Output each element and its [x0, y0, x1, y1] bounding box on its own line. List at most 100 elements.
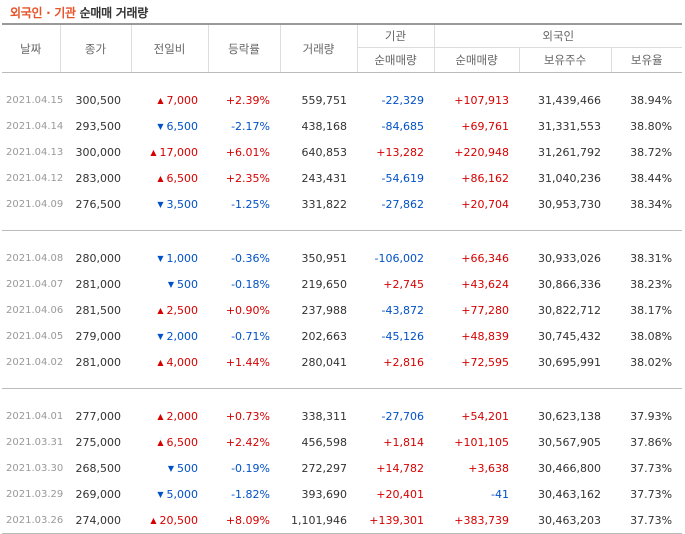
- cell-date: 2021.04.13: [6, 146, 64, 158]
- cell-holdings: 30,866,336: [538, 277, 601, 291]
- cell-holdings: 30,623,138: [538, 409, 601, 423]
- cell-holdings: 30,463,203: [519, 507, 611, 534]
- cell-close: 275,000: [75, 435, 122, 449]
- change-value: 7,000: [166, 93, 199, 107]
- cell-volume: 350,951: [301, 251, 348, 265]
- cell-change: ▲ 4,000: [131, 349, 208, 375]
- cell-inst-net: -27,706: [381, 409, 424, 423]
- cell-rate: -2.17%: [231, 119, 270, 133]
- cell-change: ▲ 7,000: [131, 87, 208, 113]
- col-header-foreign-net: 순매매량: [433, 47, 519, 73]
- cell-inst-net: -54,619: [381, 171, 424, 185]
- triangle-up-icon: ▲: [157, 173, 164, 183]
- cell-volume: 456,598: [301, 435, 348, 449]
- cell-inst-net: +1,814: [383, 435, 424, 449]
- cell-holdings: 30,745,432: [538, 329, 601, 343]
- cell-foreign-net: +43,624: [461, 277, 509, 291]
- table-row: 2021.03.31 275,000 ▲ 6,500 +2.42% 456,598 +1,8…: [2, 429, 682, 455]
- cell-foreign-net: +69,761: [461, 119, 509, 133]
- triangle-down-icon: ▼: [157, 121, 164, 131]
- triangle-down-icon: ▼: [157, 331, 164, 341]
- cell-change: ▼ 500: [131, 271, 208, 297]
- cell-holdings: 30,822,712: [538, 303, 601, 317]
- col-header-rate: 등락률: [207, 23, 280, 73]
- cell-change: ▼ 1,000: [131, 245, 208, 271]
- group-separator: [2, 217, 683, 231]
- table-row: 2021.04.12 283,000 ▲ 6,500 +2.35% 243,431 -54,…: [2, 165, 682, 191]
- cell-date: 2021.03.31: [6, 436, 64, 448]
- cell-volume: 219,650: [301, 277, 348, 291]
- table-row: 2021.04.06 281,500 ▲ 2,500 +0.90% 237,988 -43,…: [2, 297, 682, 323]
- cell-rate: +2.35%: [225, 171, 270, 185]
- cell-inst-net: -22,329: [381, 93, 424, 107]
- group-header-institution: 기관: [356, 23, 434, 48]
- cell-foreign-net: +3,638: [468, 461, 509, 475]
- title-foreign: 외국인: [10, 6, 43, 20]
- triangle-up-icon: ▲: [157, 357, 164, 367]
- cell-volume: 237,988: [301, 303, 348, 317]
- cell-inst-net: +2,745: [383, 277, 424, 291]
- cell-rate: -1.25%: [231, 197, 270, 211]
- cell-foreign-net: +86,162: [461, 171, 509, 185]
- triangle-down-icon: ▼: [167, 463, 174, 473]
- change-value: 20,500: [159, 513, 199, 527]
- cell-holdings: 30,933,026: [538, 251, 601, 265]
- group-header-foreign: 외국인: [433, 23, 683, 48]
- cell-date: 2021.04.12: [6, 172, 64, 184]
- cell-volume: 559,751: [301, 93, 348, 107]
- cell-rate: -0.36%: [231, 251, 270, 265]
- cell-volume: 202,663: [301, 329, 348, 343]
- col-header-date: 날짜: [2, 23, 60, 73]
- section-title: 외국인 · 기관 순매매 거래량: [10, 4, 148, 21]
- cell-hold-ratio: 38.72%: [630, 145, 673, 159]
- cell-hold-ratio: 38.94%: [630, 93, 673, 107]
- cell-holdings: 30,466,800: [538, 461, 601, 475]
- cell-close: 300,500: [75, 93, 122, 107]
- cell-change: ▼ 6,500: [131, 113, 208, 139]
- cell-volume: 280,041: [301, 355, 348, 369]
- spacer-row: [2, 73, 682, 88]
- cell-close: 293,500: [75, 119, 122, 133]
- change-value: 6,500: [166, 435, 199, 449]
- table-row: 2021.04.07 281,000 ▼ 500 -0.18% 219,650 +2,745…: [2, 271, 682, 297]
- cell-inst-net: +14,782: [376, 461, 424, 475]
- cell-change: ▼ 5,000: [131, 481, 208, 507]
- change-value: 4,000: [166, 355, 199, 369]
- change-value: 3,500: [166, 197, 199, 211]
- cell-date: 2021.04.07: [6, 278, 64, 290]
- cell-close: 277,000: [75, 409, 122, 423]
- cell-change: ▲ 6,500: [131, 165, 208, 191]
- cell-volume: 1,101,946: [280, 507, 357, 534]
- cell-date: 2021.04.06: [6, 304, 64, 316]
- triangle-up-icon: ▲: [157, 437, 164, 447]
- cell-date: 2021.04.15: [6, 94, 64, 106]
- table-row: 2021.04.15 300,500 ▲ 7,000 +2.39% 559,751 -22,…: [2, 87, 682, 113]
- cell-inst-net: +20,401: [376, 487, 424, 501]
- triangle-up-icon: ▲: [157, 411, 164, 421]
- table-row: 2021.03.26 274,000 ▲ 20,500 +8.09% 1,101,946 +…: [2, 507, 683, 534]
- cell-rate: +8.09%: [208, 507, 280, 534]
- change-value: 5,000: [166, 487, 199, 501]
- cell-close: 274,000: [60, 507, 131, 534]
- cell-foreign-net: +107,913: [454, 93, 509, 107]
- cell-foreign-net: +72,595: [461, 355, 509, 369]
- cell-rate: +1.44%: [225, 355, 270, 369]
- change-value: 6,500: [166, 119, 199, 133]
- change-value: 2,000: [166, 409, 199, 423]
- table-row: 2021.03.30 268,500 ▼ 500 -0.19% 272,297 +14,78…: [2, 455, 682, 481]
- triangle-up-icon: ▲: [157, 95, 164, 105]
- cell-close: 300,000: [75, 145, 122, 159]
- cell-hold-ratio: 38.02%: [630, 355, 673, 369]
- cell-close: 276,500: [75, 197, 122, 211]
- spacer-row: [2, 389, 682, 404]
- cell-foreign-net: +77,280: [461, 303, 509, 317]
- cell-inst-net: +13,282: [376, 145, 424, 159]
- cell-close: 283,000: [75, 171, 122, 185]
- change-value: 1,000: [166, 251, 199, 265]
- triangle-up-icon: ▲: [150, 147, 157, 157]
- table-row: 2021.04.08 280,000 ▼ 1,000 -0.36% 350,951 -106…: [2, 245, 682, 271]
- cell-hold-ratio: 38.34%: [630, 197, 673, 211]
- table-body: 2021.04.15 300,500 ▲ 7,000 +2.39% 559,751 -22,…: [2, 73, 683, 534]
- change-value: 2,500: [166, 303, 199, 317]
- cell-hold-ratio: 37.86%: [630, 435, 673, 449]
